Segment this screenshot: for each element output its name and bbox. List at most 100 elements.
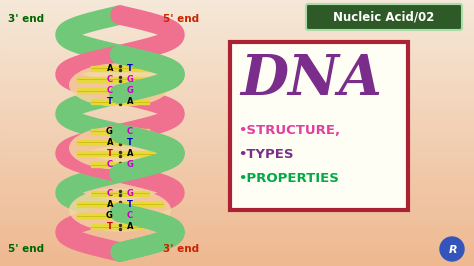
Bar <box>0 217 474 218</box>
Bar <box>0 189 474 190</box>
Bar <box>0 245 474 246</box>
Bar <box>0 254 474 255</box>
Bar <box>0 262 474 263</box>
Ellipse shape <box>69 63 171 107</box>
Bar <box>0 243 474 244</box>
Text: 3' end: 3' end <box>8 14 44 24</box>
Bar <box>0 256 474 257</box>
Text: T: T <box>127 200 133 209</box>
Bar <box>0 151 474 152</box>
Text: •PROPERTIES: •PROPERTIES <box>238 172 339 185</box>
Bar <box>0 7 474 8</box>
Bar <box>0 173 474 174</box>
Bar <box>0 241 474 242</box>
Bar <box>0 197 474 198</box>
Bar <box>0 42 474 43</box>
Bar <box>0 219 474 220</box>
Bar <box>0 203 474 204</box>
Text: A: A <box>107 64 113 73</box>
Bar <box>0 58 474 59</box>
Bar <box>0 109 474 110</box>
Bar <box>0 138 474 139</box>
Bar <box>0 251 474 252</box>
Bar <box>0 155 474 156</box>
Bar <box>0 87 474 88</box>
Bar <box>0 113 474 114</box>
Bar <box>0 41 474 42</box>
Bar <box>0 259 474 260</box>
Bar <box>0 122 474 123</box>
Bar <box>0 99 474 100</box>
Bar <box>0 225 474 226</box>
Bar <box>0 146 474 147</box>
Bar <box>0 238 474 239</box>
Bar <box>0 12 474 13</box>
Bar <box>0 18 474 19</box>
Bar <box>0 247 474 248</box>
Bar <box>0 136 474 137</box>
Bar <box>0 1 474 2</box>
Bar <box>0 111 474 112</box>
Bar <box>0 126 474 127</box>
Bar <box>0 90 474 91</box>
Bar <box>0 8 474 9</box>
Bar <box>0 125 474 126</box>
Bar <box>0 233 474 234</box>
Text: DNA: DNA <box>240 52 382 107</box>
Bar <box>0 236 474 237</box>
Bar <box>0 170 474 171</box>
Bar <box>0 224 474 225</box>
Bar <box>0 127 474 128</box>
Bar <box>0 208 474 209</box>
Text: G: G <box>106 211 113 220</box>
Bar <box>0 255 474 256</box>
Bar <box>0 263 474 264</box>
Bar <box>0 135 474 136</box>
Bar <box>0 132 474 133</box>
Bar <box>0 143 474 144</box>
Ellipse shape <box>69 188 171 232</box>
Bar <box>0 29 474 30</box>
Bar <box>0 56 474 57</box>
Bar <box>0 124 474 125</box>
Bar <box>0 67 474 68</box>
Bar <box>0 231 474 232</box>
Bar <box>0 171 474 172</box>
Bar <box>0 250 474 251</box>
Bar <box>0 89 474 90</box>
Bar <box>0 190 474 191</box>
Bar <box>0 117 474 118</box>
Bar <box>0 223 474 224</box>
Bar <box>0 147 474 148</box>
FancyBboxPatch shape <box>230 42 408 210</box>
Bar <box>0 159 474 160</box>
Text: G: G <box>127 75 134 84</box>
Bar <box>0 103 474 104</box>
Bar <box>0 215 474 216</box>
Bar <box>0 167 474 168</box>
Bar <box>0 229 474 230</box>
Bar <box>0 128 474 129</box>
Bar <box>0 21 474 22</box>
Bar <box>0 133 474 134</box>
Text: T: T <box>127 138 133 147</box>
Bar <box>0 163 474 164</box>
FancyBboxPatch shape <box>306 4 462 30</box>
Bar <box>0 129 474 130</box>
Text: A: A <box>107 138 113 147</box>
Bar <box>0 242 474 243</box>
Bar <box>0 45 474 46</box>
Bar <box>0 130 474 131</box>
Bar <box>0 148 474 149</box>
Bar <box>0 110 474 111</box>
Bar <box>0 63 474 64</box>
Bar <box>0 258 474 259</box>
Bar <box>0 107 474 108</box>
Bar <box>0 40 474 41</box>
Bar <box>0 70 474 71</box>
Bar <box>0 169 474 170</box>
Bar <box>0 248 474 249</box>
Bar <box>0 206 474 207</box>
Bar <box>0 95 474 96</box>
Text: T: T <box>107 149 113 158</box>
